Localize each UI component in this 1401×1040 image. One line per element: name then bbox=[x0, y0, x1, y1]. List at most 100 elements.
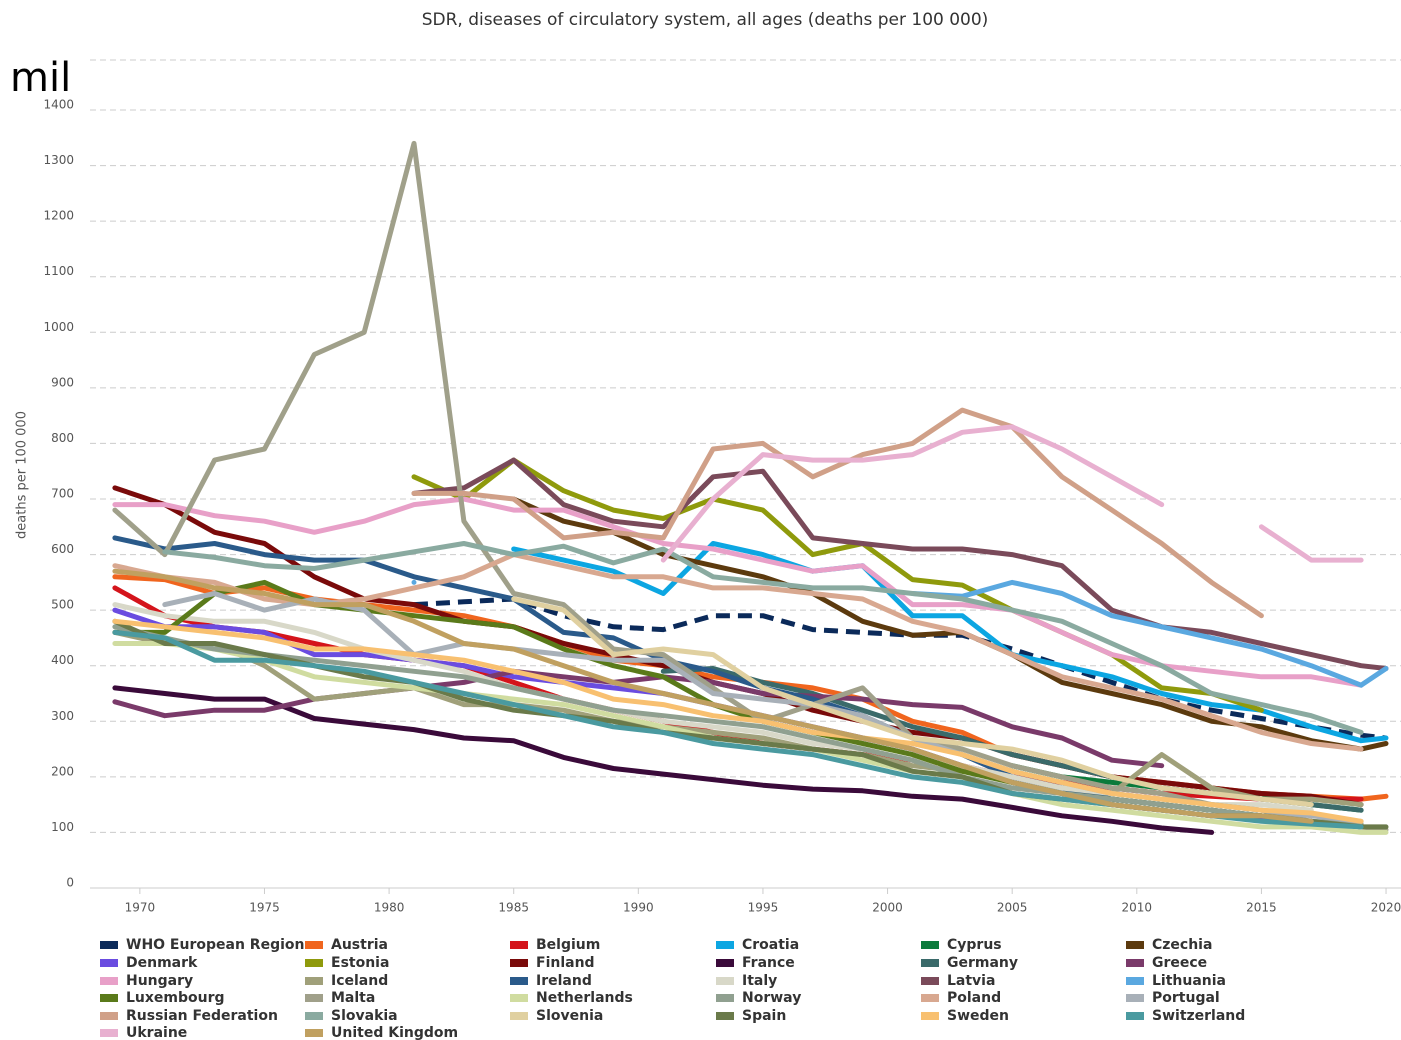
legend-swatch bbox=[100, 994, 118, 1002]
annotation: mil bbox=[10, 55, 71, 101]
series-line bbox=[511, 596, 1314, 808]
legend-label: Luxembourg bbox=[126, 990, 225, 1006]
legend-swatch bbox=[510, 959, 528, 967]
legend-swatch bbox=[921, 959, 939, 967]
x-tick-label: 2000 bbox=[872, 901, 903, 915]
legend-swatch bbox=[1126, 994, 1144, 1002]
legend-label: Czechia bbox=[1152, 937, 1212, 953]
x-tick-label: 1970 bbox=[125, 901, 156, 915]
legend-label: Iceland bbox=[331, 973, 388, 989]
series-line bbox=[411, 457, 1389, 671]
legend-swatch bbox=[716, 941, 734, 949]
y-tick-label: 400 bbox=[51, 653, 74, 667]
y-tick-label: 100 bbox=[51, 820, 74, 834]
y-tick-label: 900 bbox=[51, 375, 74, 389]
y-tick-label: 200 bbox=[51, 764, 74, 778]
y-tick-label: 1300 bbox=[43, 153, 74, 167]
legend-swatch bbox=[305, 977, 323, 985]
x-tick-label: 1980 bbox=[374, 901, 405, 915]
y-tick-label: 1100 bbox=[43, 264, 74, 278]
legend-swatch bbox=[510, 994, 528, 1002]
y-tick-label: 600 bbox=[51, 542, 74, 556]
legend-swatch bbox=[305, 941, 323, 949]
x-tick-label: 2015 bbox=[1246, 901, 1277, 915]
legend-swatch bbox=[305, 1012, 323, 1020]
legend-label: Lithuania bbox=[1152, 973, 1226, 989]
x-tick-label: 2010 bbox=[1122, 901, 1153, 915]
x-tick-label: 2020 bbox=[1371, 901, 1401, 915]
x-tick-label: 1975 bbox=[249, 901, 280, 915]
legend-label: Switzerland bbox=[1152, 1008, 1245, 1024]
legend-swatch bbox=[305, 1029, 323, 1037]
legend-label: Portugal bbox=[1152, 990, 1220, 1006]
y-tick-label: 0 bbox=[66, 876, 74, 890]
legend-label: Finland bbox=[536, 955, 595, 971]
legend-label: Belgium bbox=[536, 937, 600, 953]
legend-swatch bbox=[716, 959, 734, 967]
legend-swatch bbox=[1126, 959, 1144, 967]
series-line bbox=[411, 457, 1264, 713]
legend-label: France bbox=[742, 955, 795, 971]
legend-label: Austria bbox=[331, 937, 388, 953]
legend-label: Estonia bbox=[331, 955, 389, 971]
legend-swatch bbox=[510, 977, 528, 985]
series-line bbox=[162, 541, 1364, 735]
y-tick-label: 300 bbox=[51, 709, 74, 723]
legend-swatch bbox=[100, 959, 118, 967]
legend-swatch bbox=[1126, 1012, 1144, 1020]
legend-swatch bbox=[100, 941, 118, 949]
legend-label: Norway bbox=[742, 990, 801, 1006]
legend-swatch bbox=[100, 1012, 118, 1020]
legend-label: Malta bbox=[331, 990, 375, 1006]
legend-label: Poland bbox=[947, 990, 1001, 1006]
legend-label: Italy bbox=[742, 973, 777, 989]
y-tick-label: 700 bbox=[51, 487, 74, 501]
legend-swatch bbox=[305, 994, 323, 1002]
legend-label: Ukraine bbox=[126, 1025, 187, 1040]
legend-swatch bbox=[921, 977, 939, 985]
legend-label: Slovenia bbox=[536, 1008, 603, 1024]
y-tick-label: 800 bbox=[51, 431, 74, 445]
legend-label: Russian Federation bbox=[126, 1008, 278, 1024]
legend-swatch bbox=[921, 941, 939, 949]
y-tick-label: 500 bbox=[51, 598, 74, 612]
legend-label: Croatia bbox=[742, 937, 799, 953]
legend-label: Denmark bbox=[126, 955, 198, 971]
legend-label: Spain bbox=[742, 1008, 786, 1024]
legend-swatch bbox=[510, 1012, 528, 1020]
y-tick-label: 1200 bbox=[43, 209, 74, 223]
legend-label: Slovakia bbox=[331, 1008, 398, 1024]
legend-label: Ireland bbox=[536, 973, 592, 989]
series-line bbox=[112, 618, 1364, 824]
series-line bbox=[411, 579, 1389, 688]
y-tick-label: 1000 bbox=[43, 320, 74, 334]
legend-label: Netherlands bbox=[536, 990, 633, 1006]
series-line bbox=[112, 668, 1165, 769]
legend-swatch bbox=[100, 1029, 118, 1037]
series-line bbox=[112, 568, 1314, 824]
legend-swatch bbox=[716, 1012, 734, 1020]
series-line bbox=[112, 624, 1364, 827]
series-line bbox=[112, 629, 1364, 808]
legend-swatch bbox=[921, 994, 939, 1002]
y-axis-label: deaths per 100 000 bbox=[15, 411, 30, 539]
legend-swatch bbox=[1126, 977, 1144, 985]
legend-label: WHO European Region bbox=[126, 937, 304, 953]
x-tick-label: 1990 bbox=[623, 901, 654, 915]
legend-label: Greece bbox=[1152, 955, 1207, 971]
legend-swatch bbox=[305, 959, 323, 967]
legend-label: Germany bbox=[947, 955, 1018, 971]
x-tick-label: 1995 bbox=[748, 901, 779, 915]
legend-swatch bbox=[716, 977, 734, 985]
series-line bbox=[112, 685, 1215, 835]
legend-label: Cyprus bbox=[947, 937, 1002, 953]
legend-swatch bbox=[510, 941, 528, 949]
x-tick-label: 2005 bbox=[997, 901, 1028, 915]
legend-swatch bbox=[1126, 941, 1144, 949]
legend-label: Latvia bbox=[947, 973, 995, 989]
legend-label: Hungary bbox=[126, 973, 193, 989]
series-line bbox=[411, 407, 1264, 619]
series-line bbox=[660, 424, 1364, 563]
x-tick-label: 1985 bbox=[498, 901, 529, 915]
